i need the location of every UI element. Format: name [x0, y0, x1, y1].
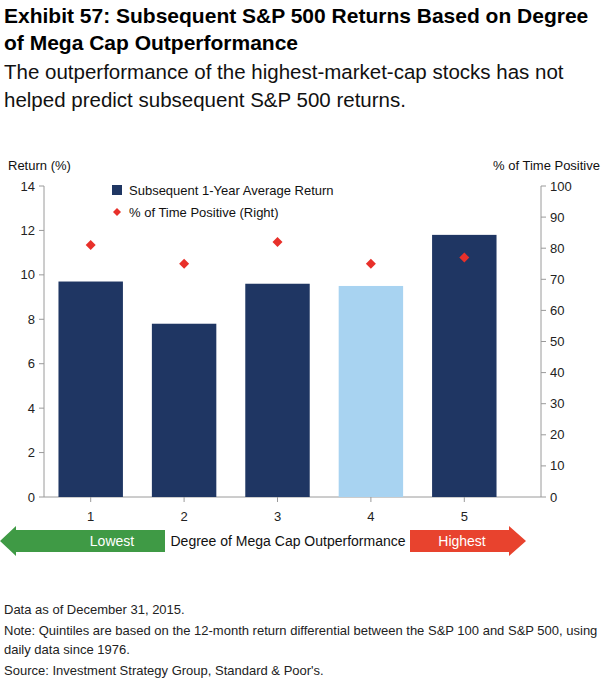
y2-tick-label: 0 — [550, 490, 557, 505]
bar — [152, 324, 216, 497]
y2-tick-label: 10 — [550, 458, 564, 473]
legend-label: Subsequent 1-Year Average Return — [129, 183, 334, 198]
high-arrow — [410, 526, 526, 556]
y2-tick — [541, 248, 546, 249]
x-axis-label: Degree of Mega Cap Outperformance — [170, 533, 405, 549]
y-axis-line — [44, 186, 45, 497]
legend-swatch — [112, 185, 122, 195]
low-arrow — [0, 526, 165, 556]
y2-tick — [541, 465, 546, 466]
x-tick — [90, 497, 91, 502]
y-axis-label: Return (%) — [8, 158, 71, 173]
y2-tick-label: 40 — [550, 365, 564, 380]
bar — [58, 282, 122, 497]
y2-tick — [541, 217, 546, 218]
legend-label: % of Time Positive (Right) — [129, 205, 279, 220]
y-tick — [39, 497, 44, 498]
y-tick-label: 0 — [28, 490, 35, 505]
footnote: Data as of December 31, 2015. — [4, 600, 604, 619]
y-tick — [39, 452, 44, 453]
y-tick-label: 10 — [21, 267, 35, 282]
y-tick-label: 2 — [28, 445, 35, 460]
y2-tick-label: 50 — [550, 334, 564, 349]
y-tick-label: 8 — [28, 312, 35, 327]
y2-tick-label: 70 — [550, 272, 564, 287]
y2-tick — [541, 186, 546, 187]
subtitle: The outperformance of the highest-market… — [4, 58, 604, 114]
y2-tick — [541, 279, 546, 280]
title: Exhibit 57: Subsequent S&P 500 Returns B… — [4, 2, 594, 56]
y2-tick — [541, 497, 546, 498]
y2-tick-label: 90 — [550, 210, 564, 225]
x-tick-label: 3 — [274, 509, 281, 524]
high-label: Highest — [438, 533, 486, 549]
legend-swatch — [113, 208, 121, 216]
x-tick — [464, 497, 465, 502]
y-tick-label: 4 — [28, 401, 35, 416]
y2-tick-label: 60 — [550, 303, 564, 318]
bar — [245, 284, 309, 497]
x-tick-label: 2 — [180, 509, 187, 524]
y-tick — [39, 186, 44, 187]
diamond-marker — [86, 240, 96, 250]
diamond-marker — [459, 253, 469, 263]
y2-axis-label: % of Time Positive — [493, 158, 600, 173]
y-tick — [39, 230, 44, 231]
footnote: Source: Investment Strategy Group, Stand… — [4, 661, 604, 680]
plot-marks — [58, 235, 496, 497]
x-tick — [184, 497, 185, 502]
y2-tick — [541, 403, 546, 404]
x-tick-label: 5 — [461, 509, 468, 524]
y-tick — [39, 363, 44, 364]
diamond-marker — [366, 259, 376, 269]
y2-tick — [541, 341, 546, 342]
diamond-marker — [273, 237, 283, 247]
x-tick — [370, 497, 371, 502]
y2-tick-label: 30 — [550, 396, 564, 411]
y2-tick — [541, 372, 546, 373]
low-label: Lowest — [90, 533, 134, 549]
x-tick — [277, 497, 278, 502]
x-tick-label: 4 — [367, 509, 374, 524]
footnote: Note: Quintiles are based on the 12-mont… — [4, 621, 604, 659]
y-tick — [39, 408, 44, 409]
y-tick — [39, 319, 44, 320]
y2-tick-label: 20 — [550, 427, 564, 442]
y2-tick-label: 80 — [550, 241, 564, 256]
bar — [339, 286, 403, 497]
bar — [432, 235, 496, 497]
y2-tick — [541, 434, 546, 435]
y-tick — [39, 274, 44, 275]
y-tick-label: 6 — [28, 356, 35, 371]
y2-tick-label: 100 — [550, 179, 572, 194]
y2-tick — [541, 310, 546, 311]
chart: Return (%)% of Time Positive024681012140… — [0, 0, 611, 687]
diamond-marker — [179, 259, 189, 269]
x-tick-label: 1 — [87, 509, 94, 524]
y-tick-label: 14 — [21, 179, 35, 194]
y-tick-label: 12 — [21, 223, 35, 238]
